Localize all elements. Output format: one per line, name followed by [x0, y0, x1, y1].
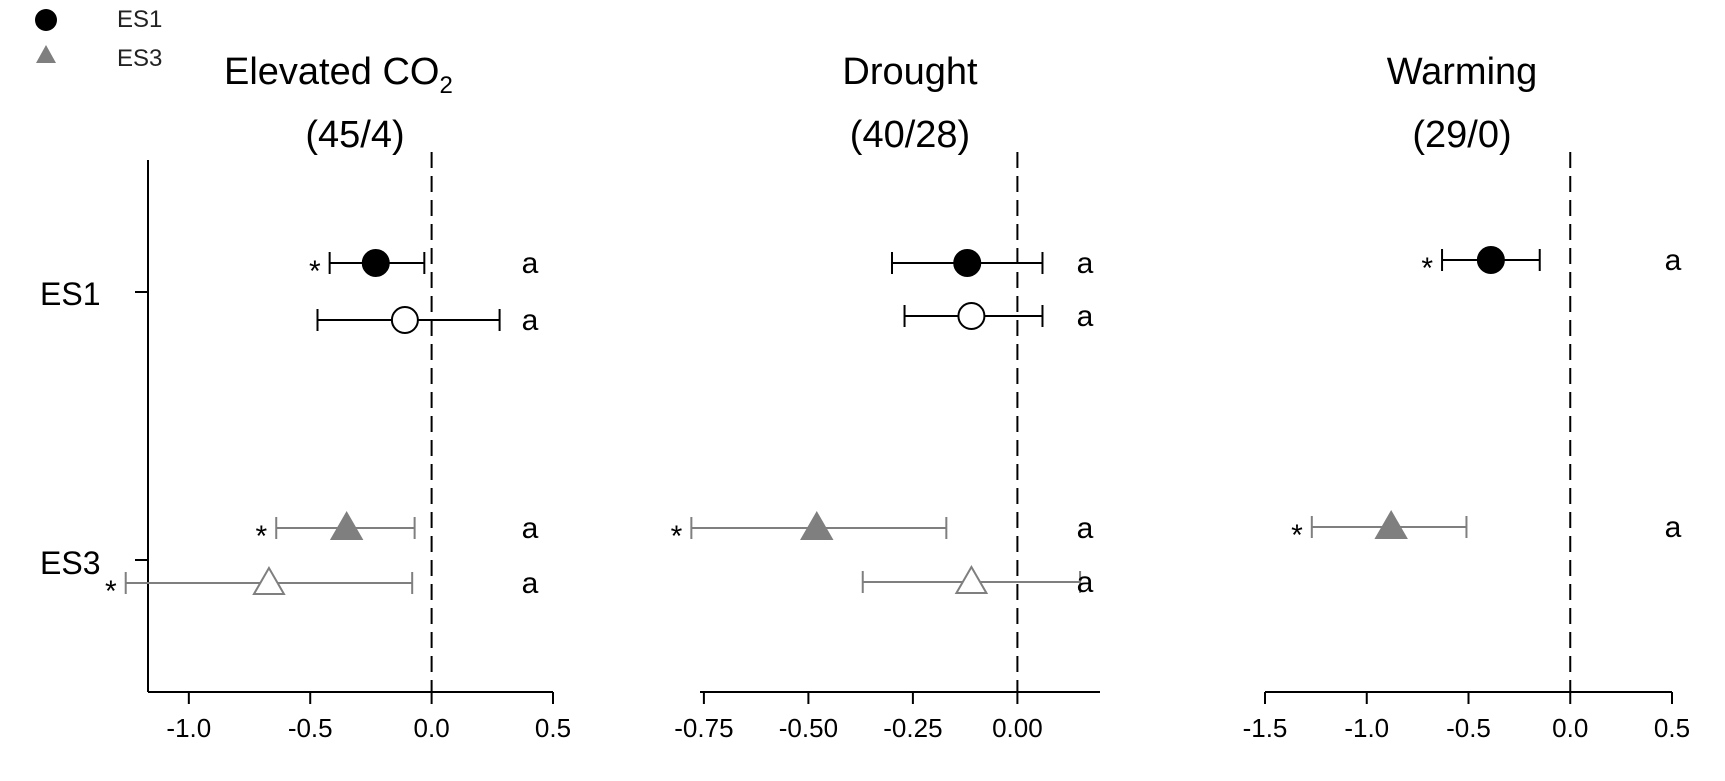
legend-es3-marker — [36, 45, 56, 63]
significance-star: * — [671, 520, 683, 553]
y-axis — [135, 160, 149, 692]
x-tick-label: -0.5 — [288, 713, 333, 743]
row-label-es1: ES1 — [40, 276, 100, 312]
legend-es1-marker — [35, 9, 57, 31]
group-letter: a — [1077, 566, 1094, 599]
panel-3-title-main: Warming — [1387, 51, 1538, 93]
significance-star: * — [256, 520, 268, 553]
panel-3-title: Warming (29/0) — [1387, 51, 1538, 156]
x-tick-label: -1.0 — [1344, 713, 1389, 743]
point-es1-marker — [957, 302, 986, 330]
group-letter: a — [522, 512, 539, 545]
svg-text:Elevated CO2: Elevated CO2 — [224, 51, 453, 99]
group-letter: a — [1077, 300, 1094, 333]
legend-es1-label: ES1 — [117, 6, 162, 33]
panel-1-title-subscript: 2 — [439, 72, 452, 99]
legend: ES1 ES3 — [35, 6, 162, 72]
x-tick-label: -0.5 — [1446, 713, 1491, 743]
point-es1-marker — [390, 306, 419, 334]
panel-1-title-counts: (45/4) — [305, 114, 404, 156]
x-tick-label: 0.0 — [414, 713, 450, 743]
group-letter: a — [522, 247, 539, 280]
group-letter: a — [522, 567, 539, 600]
significance-star: * — [1291, 519, 1303, 552]
x-tick-label: -1.0 — [166, 713, 211, 743]
group-letter: a — [1665, 511, 1682, 544]
panel-2-title-main: Drought — [842, 51, 978, 93]
group-letter: a — [1077, 247, 1094, 280]
x-tick-label: -1.5 — [1243, 713, 1288, 743]
point-es3-marker — [800, 510, 834, 540]
point-es3-marker — [252, 565, 286, 595]
x-tick-label: -0.25 — [883, 713, 942, 743]
panel-3-title-counts: (29/0) — [1412, 114, 1511, 156]
panel-2-title-counts: (40/28) — [850, 114, 970, 156]
x-tick-label: 0.0 — [1552, 713, 1588, 743]
significance-star: * — [309, 255, 321, 288]
group-letter: a — [522, 304, 539, 337]
x-tick-label: 0.5 — [1654, 713, 1690, 743]
x-tick-label: -0.50 — [779, 713, 838, 743]
x-tick-label: -0.75 — [674, 713, 733, 743]
x-tick-label: 0.00 — [992, 713, 1043, 743]
group-letter: a — [1077, 512, 1094, 545]
panel-elevated-co2: -1.0 -0.5 0.0 0.5* aa* a* a — [105, 152, 571, 743]
legend-es3-label: ES3 — [117, 45, 162, 72]
point-es3-marker — [1374, 509, 1408, 539]
point-es1-marker — [1476, 246, 1505, 274]
panel-1-title: Elevated CO2 (45/4) — [224, 51, 453, 156]
row-label-es3: ES3 — [40, 545, 100, 581]
x-tick-label: 0.5 — [535, 713, 571, 743]
point-es1-marker — [953, 249, 982, 277]
panel-1-title-main: Elevated CO — [224, 51, 439, 93]
point-es1-marker — [361, 249, 390, 277]
panel-2-title: Drought (40/28) — [842, 51, 978, 156]
significance-star: * — [1421, 252, 1433, 285]
point-es3-marker — [329, 510, 364, 540]
group-letter: a — [1665, 244, 1682, 277]
point-es3-marker — [954, 564, 989, 594]
significance-star: * — [105, 575, 117, 608]
panel-warming: -1.5 -1.0 -0.5 0.0 0.5 * a * a — [1243, 152, 1690, 743]
